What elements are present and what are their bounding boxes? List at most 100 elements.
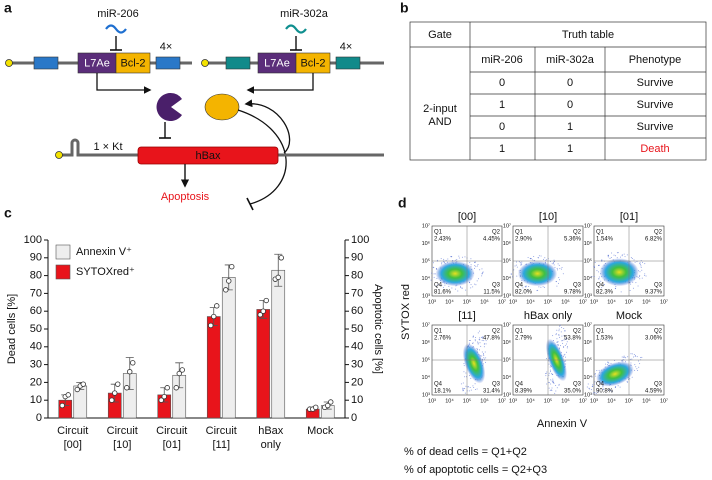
event-dot [443,258,445,260]
event-dot [555,390,557,392]
event-dot [636,261,638,263]
event-dot [525,286,527,288]
event-dot [633,259,635,261]
repeat-label: 4× [340,41,353,53]
y-tick-label: 10 [30,394,42,406]
x-tick-label: 10⁷ [579,298,587,305]
x-tick-label: [10] [113,439,131,451]
table-subheader: miR-302a [546,54,595,66]
event-dot [451,259,453,261]
event-dot [546,378,548,380]
event-dot [470,258,472,260]
event-dot [591,385,593,387]
event-dot [563,335,565,337]
y-tick-label: 10⁴ [503,374,512,381]
event-dot [608,362,610,364]
quadrant-value: 6.82% [645,237,663,243]
event-dot [555,384,557,386]
quadrant-value: 8.39% [515,389,533,395]
event-dot [479,330,481,332]
gene-label: Bcl-2 [120,57,145,69]
quadrant-name: Q1 [434,329,443,335]
y2-tick-label: 10 [351,394,363,406]
event-dot [557,282,559,284]
data-point [257,312,263,318]
event-dot [620,291,622,293]
event-dot [464,256,466,258]
x-tick-label: 10⁴ [526,397,535,404]
repeat-label: 4× [160,41,173,53]
event-dot [481,268,483,270]
panel-label: a [4,0,12,16]
event-dot [548,374,550,376]
data-point [158,397,164,403]
event-dot [562,342,564,344]
quadrant-value: 9.37% [645,290,663,296]
event-dot [594,392,596,394]
inhibition [246,197,254,211]
event-dot [546,371,548,373]
event-dot [470,377,472,379]
plot-title: [01] [620,211,638,223]
event-dot [639,363,641,365]
y2-tick-label: 80 [351,270,363,282]
event-dot [435,285,437,287]
quadrant-name: Q4 [434,283,443,289]
event-dot [550,371,552,373]
event-dot [463,363,465,365]
event-dot [476,280,478,282]
y-tick-label: 10³ [422,293,430,299]
event-dot [553,259,555,261]
event-dot [464,392,466,394]
event-dot [482,335,484,337]
y2-tick-label: 0 [351,412,357,424]
data-point [179,367,185,373]
data-point [214,303,220,309]
event-dot [565,360,567,362]
event-dot [549,369,551,371]
event-dot [645,275,647,277]
event-dot [441,263,443,265]
event-dot [437,283,439,285]
table-header: Truth table [562,29,614,41]
event-dot [597,391,599,393]
quadrant-name: Q4 [596,382,605,388]
quadrant-name: Q1 [596,230,605,236]
quadrant-name: Q2 [654,230,663,236]
gene [115,52,151,74]
event-dot [531,259,533,261]
event-dot [484,351,486,353]
panel-label: b [400,0,409,16]
event-dot [609,257,611,259]
event-dot [550,379,552,381]
y-tick-label: 10⁷ [584,222,592,229]
event-dot [608,389,610,391]
event-dot [430,279,432,281]
event-dot [485,340,487,342]
event-dot [468,390,470,392]
bar [271,269,286,419]
quadrant-name: Q4 [434,382,443,388]
quadrant-value: 2.79% [515,336,533,342]
event-dot [630,362,632,364]
event-dot [564,344,566,346]
event-dot [616,252,618,254]
table-subheader: Phenotype [629,54,682,66]
y2-axis-title: Apoptotic cells [%] [372,284,384,374]
event-dot [474,283,476,285]
quadrant-name: Q1 [434,230,443,236]
event-dot [635,366,637,368]
event-dot [469,339,471,341]
event-dot [634,369,636,371]
event-dot [564,330,566,332]
event-dot [477,341,479,343]
event-dot [525,285,527,287]
quadrant-name: Q3 [492,283,501,289]
event-dot [483,357,485,359]
event-dot [621,254,623,256]
event-dot [553,264,555,266]
y-tick-label: 10⁵ [503,356,511,363]
event-dot [521,261,523,263]
event-dot [558,330,560,332]
event-dot [560,331,562,333]
